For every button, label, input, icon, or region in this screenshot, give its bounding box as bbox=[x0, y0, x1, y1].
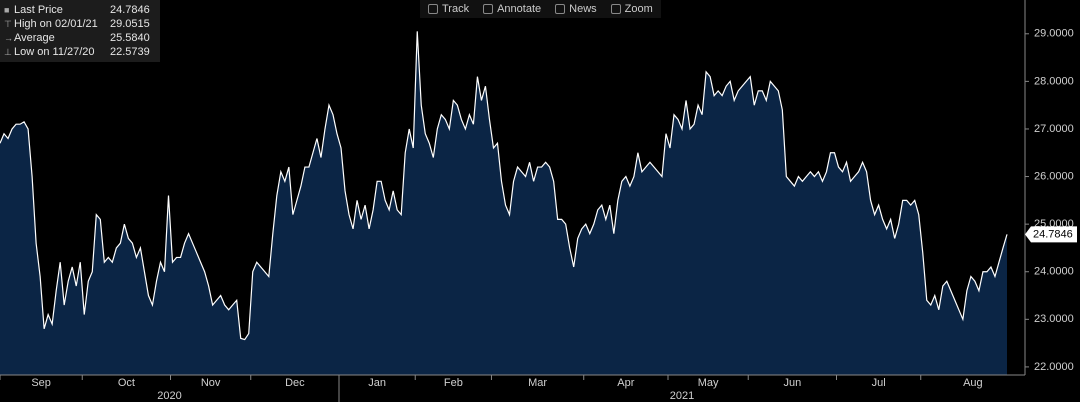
toolbar-icon bbox=[610, 4, 621, 14]
toolbar-label: Annotate bbox=[497, 3, 542, 15]
line bbox=[0, 31, 1008, 341]
x-tick-label: Nov bbox=[201, 377, 221, 389]
y-tick-label: 29.0000 bbox=[1034, 28, 1074, 40]
last-price-tag bbox=[1025, 226, 1077, 243]
x-tick-label: Aug bbox=[963, 377, 983, 389]
toolbar-icon bbox=[428, 4, 438, 14]
legend-row: ⊥ Low on 11/27/20 22.5739 bbox=[4, 45, 160, 59]
toolbar-button[interactable]: Track bbox=[428, 3, 469, 15]
x-tick-label: Dec bbox=[285, 377, 305, 389]
x-tick-label: Oct bbox=[118, 377, 135, 389]
x-tick-label: Feb bbox=[444, 377, 463, 389]
legend-name: High on 02/01/21 bbox=[14, 18, 98, 30]
legend-value: 24.7846 bbox=[110, 4, 150, 16]
toolbar-button[interactable]: Zoom bbox=[610, 3, 653, 15]
legend-name: Last Price bbox=[14, 4, 63, 16]
toolbar-label: Track bbox=[442, 3, 470, 15]
y-tick-label: 23.0000 bbox=[1034, 313, 1074, 325]
legend-name: Low on 11/27/20 bbox=[14, 46, 95, 58]
x-tick-label: May bbox=[698, 377, 719, 389]
legend-row: ■ Last Price 24.7846 bbox=[4, 3, 160, 17]
x-tick-label: Sep bbox=[31, 377, 51, 389]
toolbar-label: Zoom bbox=[624, 3, 653, 15]
toolbar-button[interactable]: Annotate bbox=[483, 3, 541, 15]
y-tick-label: 26.0000 bbox=[1034, 170, 1074, 182]
toolbar-icon bbox=[555, 4, 566, 14]
x-tick-label: Apr bbox=[617, 377, 634, 389]
y-tick-label: 28.0000 bbox=[1034, 75, 1074, 87]
legend-row: ⊤ High on 02/01/21 29.0515 bbox=[4, 17, 160, 31]
x-tick-label: Jul bbox=[872, 377, 886, 389]
y-tick-label: 27.0000 bbox=[1034, 123, 1074, 135]
legend: ■ Last Price 24.7846 ⊤ High on 02/01/21 29.05… bbox=[0, 0, 160, 62]
x-tick-label: Jun bbox=[783, 377, 801, 389]
toolbar-button[interactable]: News bbox=[555, 3, 597, 15]
toolbar: Track Annotate News Zoom bbox=[420, 0, 661, 18]
toolbar-label: News bbox=[569, 3, 597, 15]
legend-icon: ⊥ bbox=[4, 46, 12, 57]
legend-icon: → bbox=[4, 33, 13, 43]
area bbox=[0, 31, 1007, 376]
y-tick-label: 22.0000 bbox=[1034, 361, 1074, 373]
x-tick-label: Mar bbox=[528, 377, 547, 389]
legend-value: 25.5840 bbox=[110, 32, 150, 44]
legend-name: Average bbox=[14, 32, 55, 44]
y-tick-label: 24.0000 bbox=[1034, 266, 1074, 278]
legend-value: 22.5739 bbox=[110, 46, 150, 58]
legend-row: → Average 25.5840 bbox=[4, 31, 160, 45]
legend-icon: ⊤ bbox=[4, 18, 12, 29]
toolbar-icon bbox=[483, 4, 494, 14]
year-label: 2021 bbox=[670, 390, 694, 402]
legend-value: 29.0515 bbox=[110, 18, 150, 30]
year-label: 2020 bbox=[157, 390, 181, 402]
last-price-label: 24.7846 bbox=[1033, 228, 1073, 240]
legend-icon: ■ bbox=[4, 5, 10, 15]
x-tick-label: Jan bbox=[368, 377, 386, 389]
